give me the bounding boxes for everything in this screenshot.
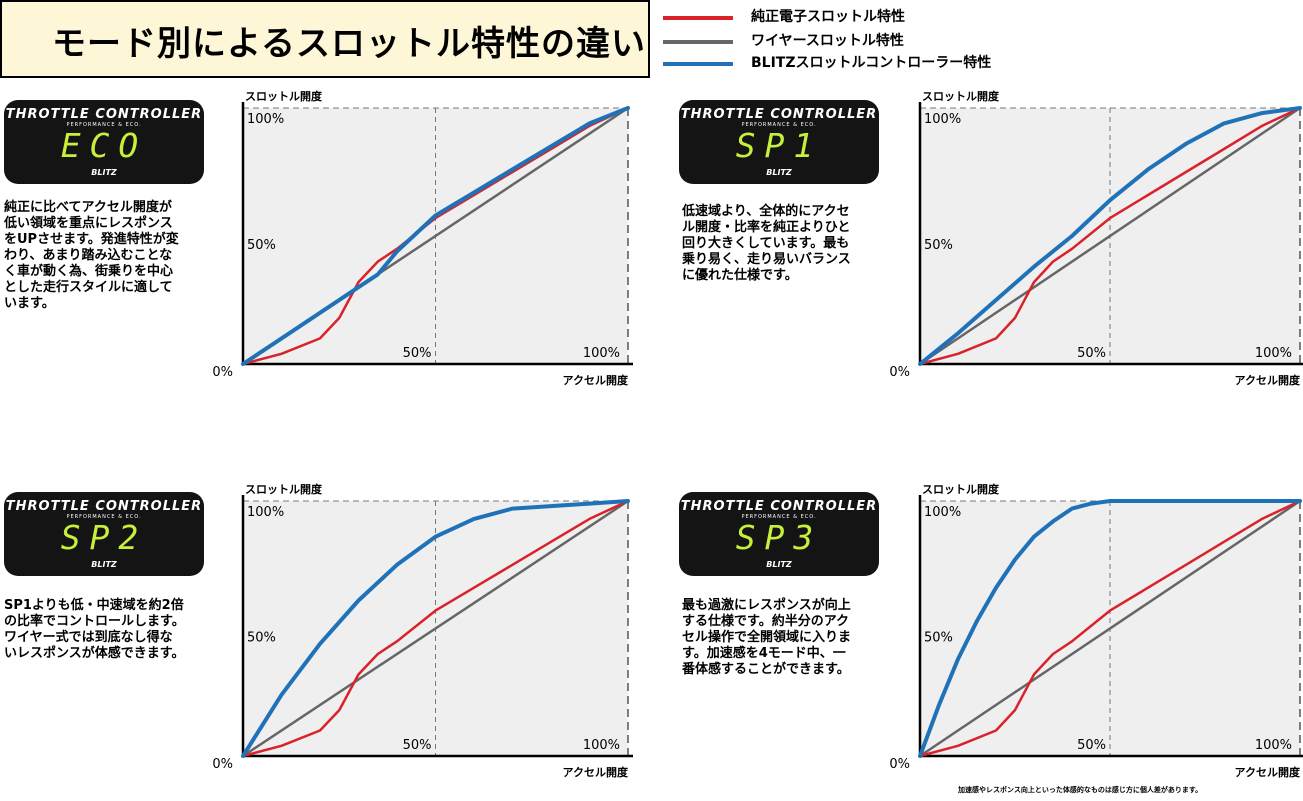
- x-axis-label: アクセル開度: [1235, 373, 1301, 387]
- throttle-controller-display: THROTTLE CONTROLLER PERFORMANCE & ECO. S…: [4, 492, 204, 576]
- device-brand: THROTTLE CONTROLLER: [5, 499, 203, 514]
- series-line: [241, 106, 630, 366]
- legend-swatch-gray: [663, 40, 733, 44]
- series-line: [918, 106, 1302, 366]
- y-tick-label: 50%: [247, 238, 276, 253]
- series-line: [241, 499, 630, 758]
- x-tick-label: 50%: [403, 738, 432, 753]
- mode-description: 低速域より、全体的にアクセ ル開度・比率を純正よりひと 回り大きくしています。最…: [682, 204, 851, 283]
- throttle-controller-display: THROTTLE CONTROLLER PERFORMANCE & ECO. S…: [679, 492, 879, 576]
- y-tick-label: 100%: [247, 112, 284, 127]
- mode-description: SP1よりも低・中速域を約2倍 の比率でコントロールします。 ワイヤー式では到底…: [4, 598, 185, 661]
- x-tick-label: 100%: [583, 738, 620, 753]
- device-logo: BLITZ: [91, 168, 117, 177]
- device-logo: BLITZ: [91, 560, 117, 569]
- x-tick-label: 50%: [1077, 738, 1106, 753]
- y-tick-label: 50%: [247, 630, 276, 645]
- y-axis-label: スロットル開度: [922, 482, 1000, 496]
- device-mode-readout: SP1: [735, 126, 823, 165]
- throttle-controller-display: THROTTLE CONTROLLER PERFORMANCE & ECO. E…: [4, 100, 204, 184]
- y-axis-label: スロットル開度: [245, 482, 323, 496]
- y-tick-label: 100%: [247, 505, 284, 520]
- device-subtitle: PERFORMANCE & ECO.: [741, 122, 817, 128]
- y-axis-label: スロットル開度: [922, 89, 1000, 103]
- x-axis-label: アクセル開度: [563, 373, 629, 387]
- series-line: [918, 106, 1302, 366]
- device-brand: THROTTLE CONTROLLER: [5, 107, 203, 122]
- page-title: モード別によるスロットル特性の違い: [52, 24, 646, 64]
- y-tick-label: 50%: [924, 630, 953, 645]
- legend-swatch-blue: [663, 62, 733, 66]
- y-tick-label: 50%: [924, 238, 953, 253]
- device-brand: THROTTLE CONTROLLER: [680, 107, 878, 122]
- x-tick-label: 0%: [889, 757, 910, 772]
- mode-description: 純正に比べてアクセル開度が 低い領域を重点にレスポンス をUPさせます。発進特性…: [4, 200, 179, 311]
- x-tick-label: 100%: [1255, 346, 1292, 361]
- device-brand: THROTTLE CONTROLLER: [680, 499, 878, 514]
- y-tick-label: 100%: [924, 505, 961, 520]
- x-tick-label: 0%: [889, 365, 910, 380]
- device-logo: BLITZ: [766, 168, 792, 177]
- x-tick-label: 100%: [1255, 738, 1292, 753]
- x-tick-label: 100%: [583, 346, 620, 361]
- series-line: [918, 499, 1302, 758]
- series-line: [918, 499, 1302, 758]
- y-axis-label: スロットル開度: [245, 89, 323, 103]
- legend-swatch-red: [663, 16, 733, 20]
- x-axis-label: アクセル開度: [563, 765, 629, 779]
- x-axis-label: アクセル開度: [1235, 765, 1301, 779]
- legend-label: ワイヤースロットル特性: [751, 33, 904, 49]
- x-tick-label: 0%: [212, 757, 233, 772]
- series-line: [241, 499, 630, 758]
- mode-description: 最も過激にレスポンスが向上 する仕様です。約半分のアク セル操作で全開領域に入り…: [682, 598, 852, 677]
- series-line: [918, 499, 1302, 758]
- x-tick-label: 0%: [212, 365, 233, 380]
- device-mode-readout: ECO: [60, 126, 148, 165]
- device-subtitle: PERFORMANCE & ECO.: [741, 514, 817, 520]
- throttle-controller-display: THROTTLE CONTROLLER PERFORMANCE & ECO. S…: [679, 100, 879, 184]
- device-subtitle: PERFORMANCE & ECO.: [66, 514, 142, 520]
- device-subtitle: PERFORMANCE & ECO.: [66, 122, 142, 128]
- device-mode-readout: SP3: [735, 518, 823, 557]
- series-line: [918, 106, 1302, 366]
- series-line: [241, 499, 630, 758]
- footnote: 加速感やレスポンス向上といった体感的なものは感じ方に個人差があります。: [958, 786, 1203, 794]
- x-tick-label: 50%: [1077, 346, 1106, 361]
- legend-label: BLITZスロットルコントローラー特性: [751, 55, 992, 71]
- y-tick-label: 100%: [924, 112, 961, 127]
- device-logo: BLITZ: [766, 560, 792, 569]
- x-tick-label: 50%: [403, 346, 432, 361]
- header-box: モード別によるスロットル特性の違い: [0, 0, 650, 78]
- legend-label: 純正電子スロットル特性: [751, 9, 905, 25]
- device-mode-readout: SP2: [60, 518, 148, 557]
